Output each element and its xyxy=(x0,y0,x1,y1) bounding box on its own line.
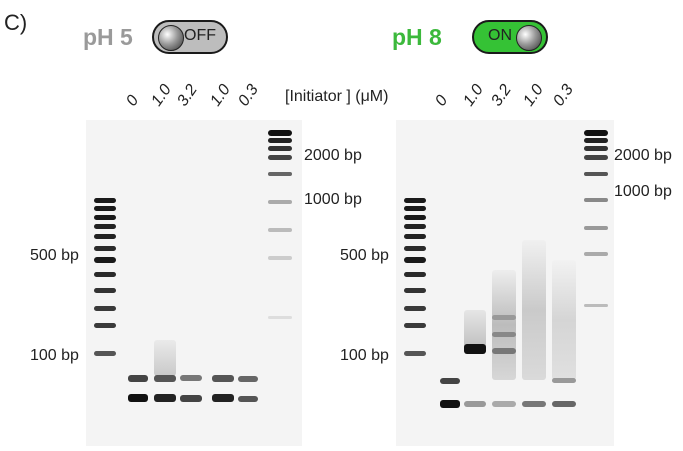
right-conc-label: 0.3 xyxy=(550,81,577,110)
panel-label: C) xyxy=(4,10,28,35)
on-switch-label: ON xyxy=(488,27,512,44)
right-conc-label: 1.0 xyxy=(460,81,487,110)
right-gel-marker-1000: 1000 bp xyxy=(614,183,672,200)
ph5-label: pH 5 xyxy=(83,24,133,50)
left-conc-label: 3.2 xyxy=(174,81,201,110)
right-gel xyxy=(396,120,614,446)
right-gel-marker-500: 500 bp xyxy=(340,247,389,264)
initiator-axis-label: [Initiator ] (μM) xyxy=(285,88,389,105)
right-conc-label: 1.0 xyxy=(520,81,547,110)
left-gel xyxy=(86,120,302,446)
left-gel-marker-100: 100 bp xyxy=(30,347,79,364)
left-gel-marker-500: 500 bp xyxy=(30,247,79,264)
ph8-label: pH 8 xyxy=(392,24,442,50)
right-conc-label: 3.2 xyxy=(488,81,515,110)
right-conc-label: 0 xyxy=(432,92,452,110)
left-gel-marker-1000: 1000 bp xyxy=(304,191,362,208)
left-conc-label: 0.3 xyxy=(235,81,262,110)
on-switch: ON xyxy=(472,20,548,54)
left-conc-label: 1.0 xyxy=(207,81,234,110)
right-gel-marker-100: 100 bp xyxy=(340,347,389,364)
left-conc-label: 0 xyxy=(123,92,143,110)
switch-knob-icon xyxy=(158,25,184,51)
left-conc-label: 1.0 xyxy=(148,81,175,110)
switch-knob-icon xyxy=(516,25,542,51)
off-switch: OFF xyxy=(152,20,228,54)
left-gel-marker-2000: 2000 bp xyxy=(304,147,362,164)
off-switch-label: OFF xyxy=(184,27,216,44)
right-gel-marker-2000: 2000 bp xyxy=(614,147,672,164)
